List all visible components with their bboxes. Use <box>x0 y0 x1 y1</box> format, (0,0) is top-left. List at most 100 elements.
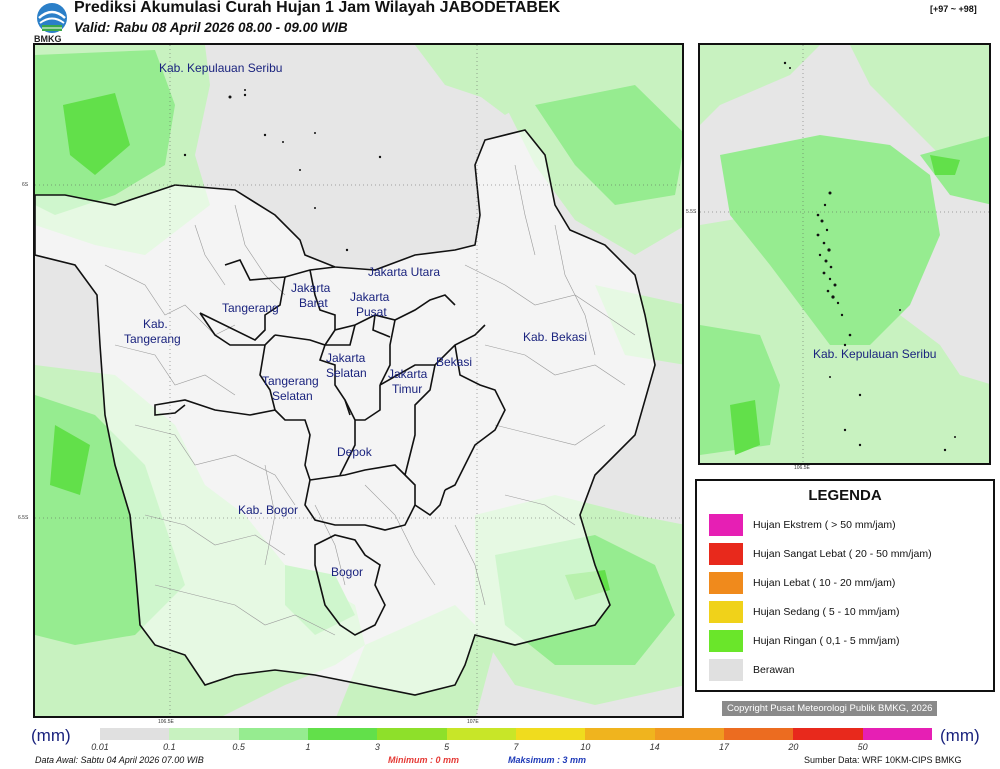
legend-label: Hujan Sangat Lebat ( 20 - 50 mm/jam) <box>753 548 932 560</box>
colorbar-segment <box>446 728 516 740</box>
data-source: Sumber Data: WRF 10KM-CIPS BMKG <box>804 755 962 765</box>
legend-label: Hujan Lebat ( 10 - 20 mm/jam) <box>753 577 896 589</box>
colorbar-tick-label: 20 <box>788 742 799 752</box>
colorbar-tick-label: 7 <box>513 742 519 752</box>
legend-item-ekstrem: Hujan Ekstrem ( > 50 mm/jam) <box>709 514 896 536</box>
label-jakarta-timur: Jakarta Timur <box>388 367 431 396</box>
copyright-notice: Copyright Pusat Meteorologi Publik BMKG,… <box>722 701 938 716</box>
label-jakarta-selatan: Jakarta Selatan <box>326 351 369 380</box>
label-jakarta-barat: Jakarta Barat <box>291 281 334 310</box>
lon-tick-106-5e: 106.5E <box>158 719 175 725</box>
colorbar-segment <box>377 728 447 740</box>
inset-graticule <box>700 45 989 463</box>
legend-label: Hujan Ringan ( 0,1 - 5 mm/jam) <box>753 635 900 647</box>
colorbar-segment <box>169 728 239 740</box>
inset-lat-tick: 5.5S <box>686 209 697 215</box>
islands <box>183 89 382 252</box>
legend-swatch <box>709 601 743 623</box>
label-kab-tangerang-line1: Kab. <box>143 317 168 331</box>
main-map-svg <box>35 45 682 716</box>
legend-item-sedang: Hujan Sedang ( 5 - 10 mm/jam) <box>709 601 899 623</box>
legend-swatch <box>709 630 743 652</box>
lon-tick-107e: 107E <box>467 719 479 725</box>
data-awal: Data Awal: Sabtu 04 April 2026 07.00 WIB <box>35 755 204 765</box>
regency-borders <box>154 259 506 636</box>
legend-item-sangat-lebat: Hujan Sangat Lebat ( 20 - 50 mm/jam) <box>709 543 932 565</box>
label-depok: Depok <box>337 445 373 459</box>
colorbar-tick-label: 0.1 <box>163 742 176 752</box>
colorbar-segment <box>238 728 308 740</box>
colorbar-tick-label: 14 <box>649 742 660 752</box>
colorbar-tick-label: 10 <box>580 742 591 752</box>
colorbar-segment <box>654 728 724 740</box>
label-jakarta-barat-line1: Jakarta <box>291 281 331 295</box>
colorbar-tick-label: 50 <box>857 742 868 752</box>
unit-label-left: (mm) <box>31 726 71 745</box>
colorbar-segment <box>100 728 170 740</box>
inset-map[interactable] <box>698 43 991 465</box>
colorbar-segment <box>307 728 378 740</box>
label-jakarta-pusat-line1: Jakarta <box>350 290 390 304</box>
colorbar-tick-label: 0.01 <box>91 742 109 752</box>
colorbar-segment <box>723 728 794 740</box>
label-jakarta-pusat-line2: Pusat <box>356 305 387 319</box>
legend-swatch <box>709 514 743 536</box>
valid-time: Valid: Rabu 08 April 2026 08.00 - 09.00 … <box>74 20 348 35</box>
maximum-value: Maksimum : 3 mm <box>508 755 587 765</box>
colorbar-segment <box>862 728 932 740</box>
label-kab-tangerang-line2: Tangerang <box>124 332 181 346</box>
inset-moderate-rain <box>700 135 989 455</box>
colorbar-tick-label: 0.5 <box>232 742 245 752</box>
inset-lon-tick: 106.5E <box>794 465 811 471</box>
label-kab-kepulauan-seribu: Kab. Kepulauan Seribu <box>159 61 282 75</box>
label-jakarta-utara: Jakarta Utara <box>368 265 440 279</box>
label-kab-bogor: Kab. Bogor <box>238 503 298 517</box>
main-map[interactable] <box>33 43 684 718</box>
legend-label: Hujan Sedang ( 5 - 10 mm/jam) <box>753 606 900 618</box>
label-tangerang-selatan-line1: Tangerang <box>262 374 319 388</box>
logo-text: BMKG <box>34 34 62 44</box>
unit-label-right: (mm) <box>940 726 980 745</box>
label-tangerang-selatan-line2: Selatan <box>272 389 313 403</box>
inset-map-svg <box>700 45 989 463</box>
colorbar-tick-label: 17 <box>718 742 730 752</box>
district-lines <box>104 164 636 636</box>
label-bogor: Bogor <box>331 565 363 579</box>
label-tangerang: Tangerang <box>222 301 279 315</box>
label-kab-bekasi: Kab. Bekasi <box>523 330 587 344</box>
legend-swatch <box>709 659 743 681</box>
inset-islands <box>783 61 956 452</box>
legend-title: LEGENDA <box>808 487 882 504</box>
legend-item-ringan: Hujan Ringan ( 0,1 - 5 mm/jam) <box>709 630 899 652</box>
colorbar-segment <box>515 728 586 740</box>
colorbar-tick-label: 1 <box>305 742 311 752</box>
colorbar-segment <box>793 728 863 740</box>
label-tangerang-selatan: Tangerang Selatan <box>262 374 322 403</box>
legend: LEGENDA Hujan Ekstrem ( > 50 mm/jam) Huj… <box>695 479 995 692</box>
label-jakarta-timur-line1: Jakarta <box>388 367 428 381</box>
legend-swatch <box>709 572 743 594</box>
land-outline <box>35 129 656 696</box>
legend-label: Hujan Ekstrem ( > 50 mm/jam) <box>753 519 896 531</box>
label-inset-kab-kepulauan-seribu: Kab. Kepulauan Seribu <box>813 347 936 361</box>
colorbar-tick-label: 5 <box>444 742 450 752</box>
map-title: Prediksi Akumulasi Curah Hujan 1 Jam Wil… <box>74 0 561 16</box>
legend-item-lebat: Hujan Lebat ( 10 - 20 mm/jam) <box>709 572 895 594</box>
label-jakarta-timur-line2: Timur <box>392 382 422 396</box>
label-jakarta-barat-line2: Barat <box>299 296 328 310</box>
colorbar-segment <box>585 728 655 740</box>
coordinate-range: [+97 ~ +98] <box>930 4 977 14</box>
bmkg-logo <box>37 3 67 33</box>
label-jakarta-selatan-line1: Jakarta <box>326 351 366 365</box>
lat-tick-6s: 6S <box>22 182 29 188</box>
lat-tick-6-5s: 6.5S <box>18 515 29 521</box>
label-jakarta-selatan-line2: Selatan <box>326 366 367 380</box>
legend-label: Berawan <box>753 664 795 676</box>
inset-heavy-light-rain <box>730 155 960 455</box>
legend-swatch <box>709 543 743 565</box>
label-jakarta-pusat: Jakarta Pusat <box>350 290 393 319</box>
graticule <box>35 45 682 716</box>
legend-item-berawan: Berawan <box>709 659 794 681</box>
label-kab-tangerang: Kab. Tangerang <box>124 317 181 346</box>
